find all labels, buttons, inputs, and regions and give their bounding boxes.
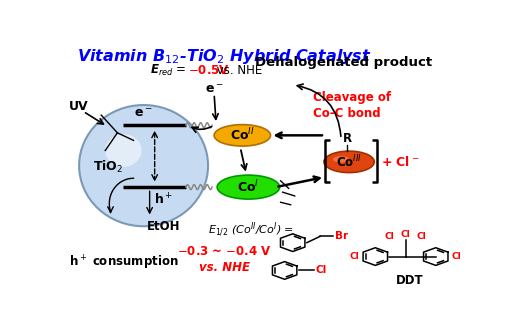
Text: Cleavage of
Co-C bond: Cleavage of Co-C bond (313, 91, 391, 119)
Text: $-$0.5V: $-$0.5V (188, 64, 230, 77)
Text: Vitamin B$_{12}$-TiO$_2$ Hybrid Catalyst: Vitamin B$_{12}$-TiO$_2$ Hybrid Catalyst (77, 47, 372, 66)
Text: DDT: DDT (396, 274, 423, 287)
Text: UV: UV (69, 100, 88, 113)
Text: h$^+$: h$^+$ (154, 192, 173, 207)
Text: e$^-$: e$^-$ (205, 83, 224, 96)
Ellipse shape (79, 105, 208, 226)
Text: vs. NHE: vs. NHE (199, 261, 250, 275)
Text: Cl: Cl (417, 233, 426, 241)
Text: Cl: Cl (315, 265, 327, 276)
Text: R: R (343, 133, 352, 145)
Ellipse shape (333, 156, 349, 162)
Text: Cl: Cl (452, 252, 462, 261)
Text: vs. NHE: vs. NHE (213, 64, 263, 77)
Text: + Cl$^-$: + Cl$^-$ (381, 155, 420, 169)
Text: Dehalogenated product: Dehalogenated product (254, 55, 432, 69)
Text: Br: Br (335, 231, 348, 241)
Ellipse shape (217, 175, 280, 199)
Text: EtOH: EtOH (147, 220, 180, 233)
Text: Cl: Cl (384, 233, 394, 241)
Text: h$^+$ consumption: h$^+$ consumption (69, 254, 179, 272)
Text: e$^-$: e$^-$ (134, 107, 153, 120)
Ellipse shape (214, 125, 270, 146)
Text: Cl: Cl (349, 252, 359, 261)
Text: $E_{1/2}$ (Co$^{II}$/Co$^{I}$) =: $E_{1/2}$ (Co$^{II}$/Co$^{I}$) = (208, 221, 294, 239)
Text: Co$^{II}$: Co$^{II}$ (230, 127, 255, 144)
Text: Co$^{I}$: Co$^{I}$ (237, 179, 259, 195)
Text: $\bfit{E}$$_{red}$ =: $\bfit{E}$$_{red}$ = (150, 63, 187, 78)
Text: Co$^{III}$: Co$^{III}$ (336, 154, 362, 170)
Text: TiO$_2$: TiO$_2$ (93, 159, 123, 175)
Ellipse shape (324, 151, 374, 173)
Text: Cl: Cl (400, 230, 410, 239)
Ellipse shape (106, 134, 141, 167)
Text: $-$0.3 ~ $-$0.4 V: $-$0.3 ~ $-$0.4 V (177, 244, 271, 257)
